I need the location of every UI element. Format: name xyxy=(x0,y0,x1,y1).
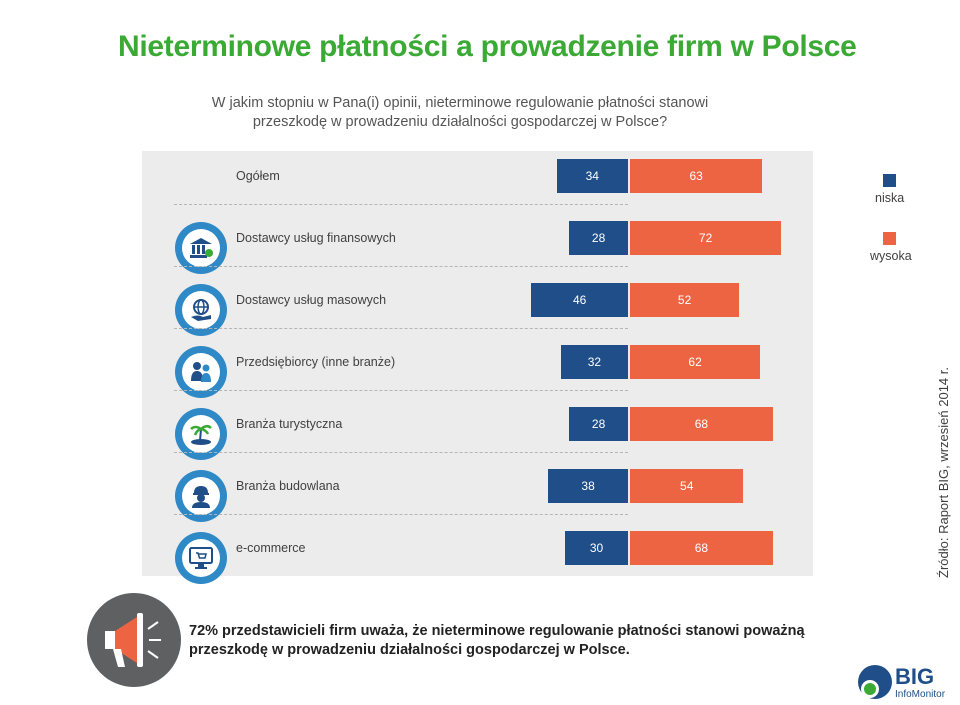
category-label: Ogółem xyxy=(236,169,280,183)
bar-niska: 46 xyxy=(531,283,628,317)
row-separator xyxy=(174,452,628,453)
category-icon-badge xyxy=(175,346,227,398)
bar-wysoka: 68 xyxy=(630,531,773,565)
category-label: Przedsiębiorcy (inne branże) xyxy=(236,355,396,369)
logo-subtext: InfoMonitor xyxy=(895,689,946,700)
bar-niska: 30 xyxy=(565,531,628,565)
bank-icon xyxy=(182,229,220,267)
big-logo-graphic: BIG InfoMonitor xyxy=(858,664,946,700)
bar-wysoka: 63 xyxy=(630,159,763,193)
chart-row: Ogółem 34 63 xyxy=(142,159,813,221)
chart-row: Dostawcy usług masowych 46 52 xyxy=(142,283,813,345)
bar-niska: 38 xyxy=(548,469,628,503)
category-icon-badge xyxy=(175,408,227,460)
row-separator xyxy=(174,204,628,205)
chart-row: Dostawcy usług finansowych 28 72 xyxy=(142,221,813,283)
row-separator xyxy=(174,266,628,267)
computer-cart-icon xyxy=(182,539,220,577)
people-icon xyxy=(182,353,220,391)
bar-wysoka: 52 xyxy=(630,283,740,317)
row-separator xyxy=(174,328,628,329)
bar-niska: 28 xyxy=(569,407,628,441)
category-icon-badge xyxy=(175,222,227,274)
category-label: Branża turystyczna xyxy=(236,417,343,431)
chart-row: Przedsiębiorcy (inne branże) 32 62 xyxy=(142,345,813,407)
survey-question: W jakim stopniu w Pana(i) opinii, nieter… xyxy=(211,95,709,130)
bar-wysoka: 68 xyxy=(630,407,773,441)
bar-wysoka: 62 xyxy=(630,345,761,379)
category-icon-badge xyxy=(175,470,227,522)
source-note: Źródło: Raport BIG, wrzesień 2014 r. xyxy=(936,367,951,578)
category-label: Dostawcy usług masowych xyxy=(236,293,387,307)
legend-swatch-high xyxy=(883,232,896,245)
bar-niska: 34 xyxy=(556,159,628,193)
bar-niska: 28 xyxy=(569,221,628,255)
row-separator xyxy=(174,514,628,515)
chart-row: Branża budowlana 38 54 xyxy=(142,469,813,531)
palm-island-icon xyxy=(182,415,220,453)
chart-row: e-commerce 30 68 xyxy=(142,531,813,593)
category-icon-badge xyxy=(175,284,227,336)
page-title: Nieterminowe płatności a prowadzenie fir… xyxy=(118,30,857,63)
category-label: Dostawcy usług finansowych xyxy=(236,231,396,245)
legend-swatch-low xyxy=(883,174,896,187)
category-label: Branża budowlana xyxy=(236,479,340,493)
logo-text: BIG xyxy=(895,664,934,689)
bar-wysoka: 54 xyxy=(630,469,744,503)
big-logo: BIG InfoMonitor xyxy=(857,662,947,705)
megaphone-circle xyxy=(87,593,181,687)
category-icon-badge xyxy=(175,532,227,584)
bar-niska: 32 xyxy=(560,345,628,379)
category-label: e-commerce xyxy=(236,541,306,555)
builder-icon xyxy=(182,477,220,515)
legend-label-low: niska xyxy=(875,191,905,205)
legend-label-high: wysoka xyxy=(870,249,912,263)
megaphone-icon xyxy=(105,613,161,667)
chart-row: Branża turystyczna 28 68 xyxy=(142,407,813,469)
callout-text: 72% przedstawicieli firm uważa, że niete… xyxy=(189,623,805,658)
row-separator xyxy=(174,390,628,391)
chart-panel: Ogółem 34 63 Dostawcy usług finansowych 28 72… xyxy=(142,151,813,584)
globe-hand-icon xyxy=(182,291,220,329)
bar-wysoka: 72 xyxy=(630,221,782,255)
